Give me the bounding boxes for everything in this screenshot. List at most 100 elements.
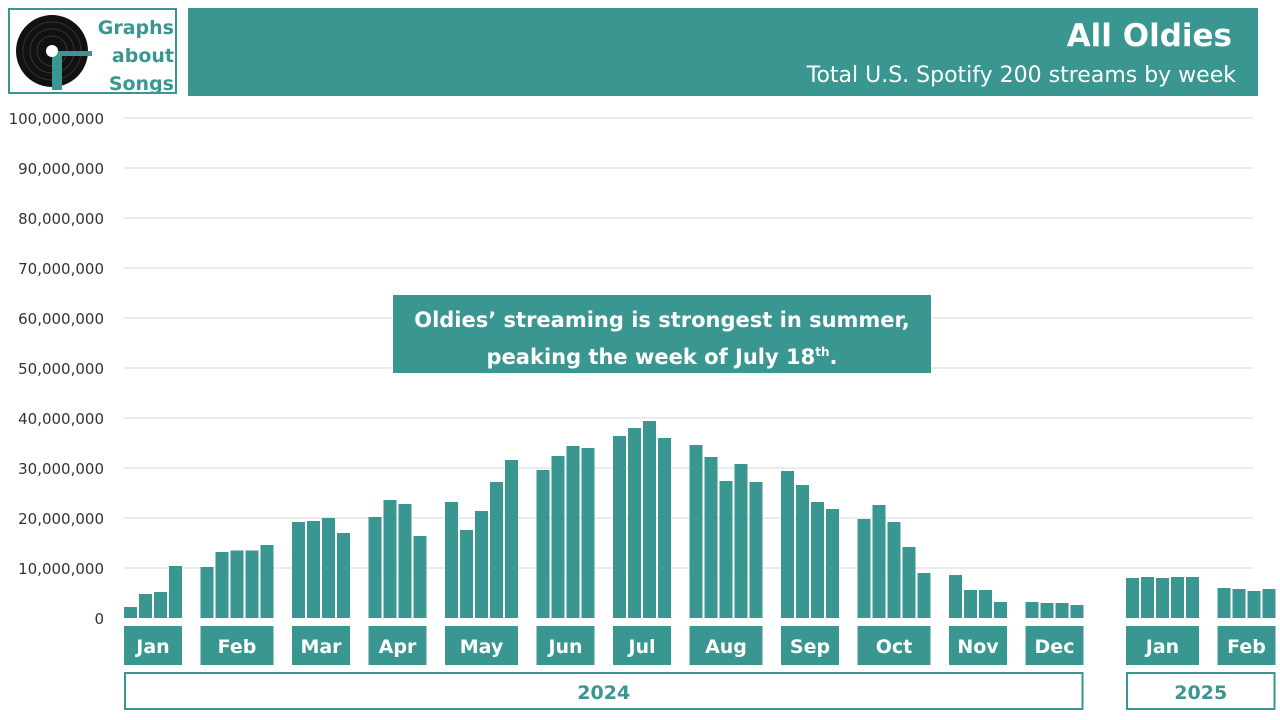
bar — [872, 505, 886, 618]
month-label-box — [200, 626, 274, 665]
bar — [505, 460, 518, 618]
month-label: Jan — [1144, 636, 1179, 658]
month-label-box — [949, 626, 1007, 665]
bar — [154, 592, 167, 618]
y-tick-label: 80,000,000 — [18, 210, 104, 228]
bar — [1055, 603, 1069, 618]
month-label: Jul — [626, 636, 655, 658]
month-label: Apr — [379, 636, 417, 658]
bar — [1186, 577, 1199, 618]
annotation-text: . — [829, 345, 838, 369]
bar — [1070, 605, 1084, 618]
month-label-box — [445, 626, 518, 665]
bar — [917, 573, 931, 618]
bar — [169, 566, 182, 618]
bar — [245, 550, 259, 618]
y-tick-label: 90,000,000 — [18, 160, 104, 178]
bar — [413, 536, 427, 618]
month-label: May — [460, 636, 504, 658]
bar — [139, 594, 152, 618]
year-label: 2024 — [577, 682, 630, 704]
month-label: Feb — [1227, 636, 1266, 658]
y-tick-label: 70,000,000 — [18, 260, 104, 278]
annotation-superscript: th — [815, 345, 830, 359]
bar — [307, 521, 320, 618]
bar — [1262, 589, 1276, 618]
bar — [613, 436, 626, 618]
month-label-box — [292, 626, 350, 665]
year-label: 2025 — [1174, 682, 1227, 704]
bar — [1141, 577, 1154, 618]
bar — [979, 590, 992, 618]
bar — [460, 530, 473, 618]
bar — [292, 522, 305, 618]
bar — [902, 547, 916, 618]
bar — [322, 518, 335, 618]
bar — [796, 485, 809, 618]
month-label-box — [781, 626, 839, 665]
bar — [551, 456, 565, 618]
bar — [994, 602, 1007, 618]
bar — [260, 545, 274, 618]
bar — [383, 500, 397, 618]
month-label-box — [613, 626, 671, 665]
year-label-box — [1126, 672, 1276, 710]
month-label: Jun — [546, 636, 582, 658]
bar — [1126, 578, 1139, 618]
bar — [949, 575, 962, 618]
bar — [1040, 603, 1054, 618]
bar — [1171, 577, 1184, 618]
bar — [781, 471, 794, 618]
annotation-line: peaking the week of July 18th. — [393, 336, 931, 373]
bar — [749, 482, 763, 618]
bar — [230, 550, 244, 618]
bar — [398, 504, 412, 618]
brand-line: about — [111, 45, 174, 67]
month-label-box — [689, 626, 763, 665]
chart-title: All Oldies — [1066, 18, 1232, 54]
month-label-box — [1126, 626, 1199, 665]
bar — [490, 482, 503, 618]
bar — [1217, 588, 1231, 618]
month-label-box — [857, 626, 931, 665]
bar — [124, 607, 137, 618]
bar — [215, 552, 229, 618]
bar — [445, 502, 458, 618]
month-label-box — [368, 626, 427, 665]
annotation-callout: Oldies’ streaming is strongest in summer… — [393, 295, 931, 373]
month-label: Aug — [705, 636, 747, 658]
y-tick-label: 60,000,000 — [18, 310, 104, 328]
bar — [628, 428, 641, 618]
bar — [1156, 578, 1169, 618]
logo: Graphs about Songs — [8, 8, 177, 95]
y-tick-label: 10,000,000 — [18, 560, 104, 578]
annotation-text: peaking the week of July 18 — [486, 345, 816, 369]
month-label-box — [124, 626, 182, 665]
month-label: Dec — [1035, 636, 1075, 658]
bar — [536, 470, 550, 618]
year-label-box — [124, 672, 1084, 710]
y-tick-label: 0 — [94, 610, 104, 628]
month-label-box — [1217, 626, 1276, 665]
header-banner: All Oldies Total U.S. Spotify 200 stream… — [188, 8, 1258, 96]
month-label-box — [1025, 626, 1084, 665]
brand-line: Songs — [108, 73, 174, 95]
bar — [811, 502, 824, 618]
month-label-box — [536, 626, 595, 665]
brand-line: Graphs — [97, 17, 174, 39]
month-label: Oct — [876, 636, 913, 658]
y-tick-label: 40,000,000 — [18, 410, 104, 428]
month-label: Jan — [134, 636, 169, 658]
bar — [581, 448, 595, 618]
y-tick-label: 30,000,000 — [18, 460, 104, 478]
bar — [734, 464, 748, 618]
y-tick-label: 50,000,000 — [18, 360, 104, 378]
month-label: Nov — [957, 636, 999, 658]
bar — [566, 446, 580, 618]
bar — [964, 590, 977, 618]
bar — [1232, 589, 1246, 618]
bar — [368, 517, 382, 618]
vinyl-record-icon — [16, 15, 92, 90]
month-label: Mar — [300, 636, 342, 658]
